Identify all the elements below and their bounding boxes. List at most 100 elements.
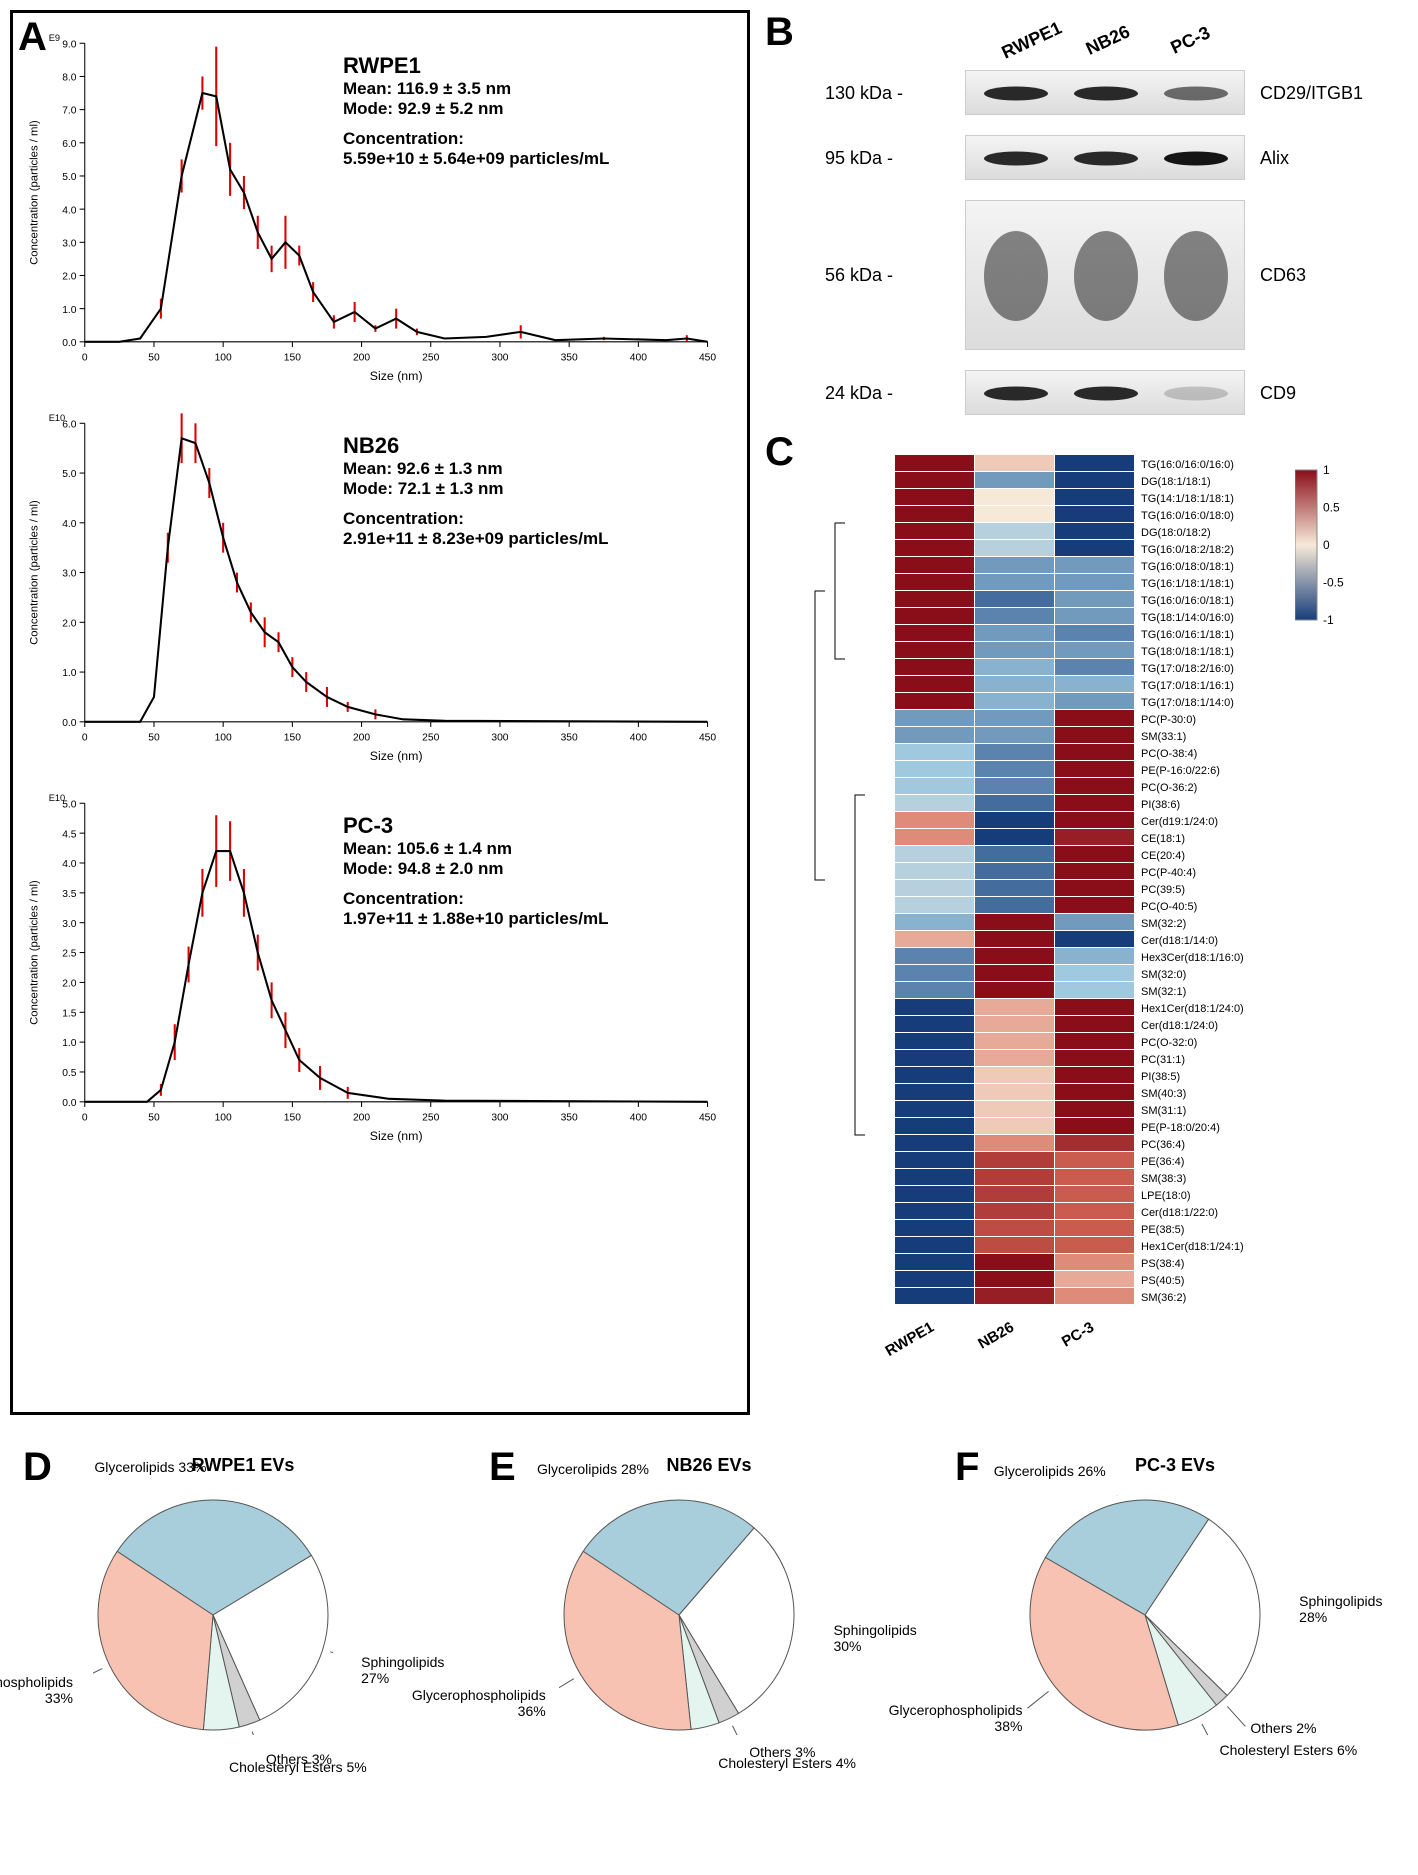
svg-text:TG(16:0/18:0/18:1): TG(16:0/18:0/18:1) (1141, 561, 1234, 573)
pie-row: D RWPE1 EVs Glycerolipids 33%Sphingolipi… (10, 1445, 1408, 1845)
wb-mw-label: 130 kDa - (825, 83, 903, 104)
svg-text:PE(P-16:0/22:6): PE(P-16:0/22:6) (1141, 765, 1220, 777)
svg-text:150: 150 (284, 732, 301, 743)
svg-text:NB26: NB26 (975, 1319, 1017, 1353)
svg-text:PC(O-40:5): PC(O-40:5) (1141, 901, 1197, 913)
chart-conc-value: 5.59e+10 ± 5.64e+09 particles/mL (343, 149, 609, 169)
pie-slice-label: Cholesteryl Esters 6% (1219, 1742, 1357, 1758)
svg-text:3.0: 3.0 (62, 569, 77, 580)
svg-text:200: 200 (353, 352, 370, 363)
chart-conc-value: 1.97e+11 ± 1.88e+10 particles/mL (343, 909, 608, 929)
panel-a: A E9 0.01.02.03.04.05.06.07.08.09.005010… (10, 10, 750, 1415)
svg-text:PC(39:5): PC(39:5) (1141, 884, 1185, 896)
svg-text:350: 350 (561, 732, 578, 743)
wb-mw-label: 24 kDa - (825, 383, 893, 404)
svg-text:0: 0 (82, 732, 88, 743)
panel-c-label: C (765, 430, 794, 475)
svg-text:SM(31:1): SM(31:1) (1141, 1105, 1186, 1117)
svg-text:TG(16:0/18:2/18:2): TG(16:0/18:2/18:2) (1141, 544, 1234, 556)
panel-b: B RWPE1NB26PC-3130 kDa -CD29/ITGB195 kDa… (765, 10, 1405, 420)
wb-band-image (965, 370, 1245, 415)
svg-text:1.5: 1.5 (62, 1008, 77, 1019)
svg-text:0: 0 (82, 1112, 88, 1123)
svg-text:PC-3: PC-3 (1059, 1319, 1097, 1351)
svg-text:1.0: 1.0 (62, 305, 77, 316)
wb-lane-PC-3: PC-3 (1167, 22, 1213, 58)
wb-marker-label: Alix (1260, 148, 1289, 169)
svg-text:PI(38:6): PI(38:6) (1141, 799, 1180, 811)
svg-text:TG(18:1/14:0/16:0): TG(18:1/14:0/16:0) (1141, 612, 1234, 624)
svg-text:PC(O-38:4): PC(O-38:4) (1141, 748, 1197, 760)
svg-text:450: 450 (699, 352, 716, 363)
svg-text:Hex1Cer(d18:1/24:1): Hex1Cer(d18:1/24:1) (1141, 1241, 1244, 1253)
svg-text:350: 350 (561, 1112, 578, 1123)
pie-slice-label: Sphingolipids 30% (833, 1622, 939, 1654)
svg-text:DG(18:0/18:2): DG(18:0/18:2) (1141, 527, 1211, 539)
svg-text:TG(14:1/18:1/18:1): TG(14:1/18:1/18:1) (1141, 493, 1234, 505)
pie-title: RWPE1 EVs (13, 1455, 473, 1476)
svg-text:200: 200 (353, 732, 370, 743)
svg-text:5.0: 5.0 (62, 469, 77, 480)
svg-text:TG(16:0/16:1/18:1): TG(16:0/16:1/18:1) (1141, 629, 1234, 641)
chart-conc-label: Concentration: (343, 889, 608, 909)
svg-text:300: 300 (491, 352, 508, 363)
svg-text:0: 0 (82, 352, 88, 363)
svg-text:100: 100 (215, 352, 232, 363)
wb-marker-label: CD9 (1260, 383, 1296, 404)
svg-text:7.0: 7.0 (62, 106, 77, 117)
chart-conc-value: 2.91e+11 ± 8.23e+09 particles/mL (343, 529, 608, 549)
svg-text:400: 400 (630, 352, 647, 363)
pie-slice-label: Glycerolipids 33% (94, 1459, 206, 1475)
svg-text:400: 400 (630, 1112, 647, 1123)
svg-text:Hex1Cer(d18:1/24:0): Hex1Cer(d18:1/24:0) (1141, 1003, 1244, 1015)
svg-text:RWPE1: RWPE1 (883, 1319, 937, 1360)
svg-text:0.5: 0.5 (62, 1068, 77, 1079)
svg-text:0.0: 0.0 (62, 1098, 77, 1109)
svg-text:PC(P-40:4): PC(P-40:4) (1141, 867, 1196, 879)
svg-text:4.0: 4.0 (62, 205, 77, 216)
svg-text:SM(33:1): SM(33:1) (1141, 731, 1186, 743)
pie-panel-D: D RWPE1 EVs Glycerolipids 33%Sphingolipi… (13, 1445, 473, 1845)
pie-slice-label: Sphingolipids 28% (1299, 1593, 1405, 1625)
pie-slice-label: Glycerolipids 28% (537, 1461, 649, 1477)
pie-slice-label: Glycerophospholipids 36% (412, 1687, 546, 1719)
svg-text:4.0: 4.0 (62, 519, 77, 530)
svg-text:TG(16:0/16:0/16:0): TG(16:0/16:0/16:0) (1141, 459, 1234, 471)
heatmap-host: TG(16:0/16:0/16:0) DG(18:1/18:1) TG(14:1/1… (805, 455, 1405, 1415)
svg-text:Concentration (particles / ml): Concentration (particles / ml) (28, 500, 40, 645)
svg-text:4.0: 4.0 (62, 859, 77, 870)
svg-text:0.0: 0.0 (62, 338, 77, 349)
panel-c: C TG(16:0/16:0/16:0)DG(18:1/18:1)TG(14:1… (765, 435, 1405, 1415)
svg-text:0: 0 (1323, 538, 1330, 552)
chart-title: RWPE1 (343, 53, 609, 79)
svg-text:PE(38:5): PE(38:5) (1141, 1224, 1184, 1236)
wb-band-image (965, 200, 1245, 350)
svg-text:300: 300 (491, 1112, 508, 1123)
svg-text:DG(18:1/18:1): DG(18:1/18:1) (1141, 476, 1211, 488)
svg-text:3.0: 3.0 (62, 238, 77, 249)
svg-text:CE(18:1): CE(18:1) (1141, 833, 1185, 845)
svg-text:TG(17:0/18:2/16:0): TG(17:0/18:2/16:0) (1141, 663, 1234, 675)
chart-mean: Mean: 105.6 ± 1.4 nm (343, 839, 608, 859)
svg-text:PS(38:4): PS(38:4) (1141, 1258, 1184, 1270)
chart-conc-label: Concentration: (343, 129, 609, 149)
western-blot-host: RWPE1NB26PC-3130 kDa -CD29/ITGB195 kDa -… (825, 10, 1405, 420)
svg-text:PC(O-36:2): PC(O-36:2) (1141, 782, 1197, 794)
svg-text:250: 250 (422, 1112, 439, 1123)
svg-text:150: 150 (284, 1112, 301, 1123)
svg-text:2.0: 2.0 (62, 272, 77, 283)
svg-text:2.0: 2.0 (62, 618, 77, 629)
svg-text:Size (nm): Size (nm) (370, 1129, 423, 1143)
svg-text:SM(32:2): SM(32:2) (1141, 918, 1186, 930)
chart-mode: Mode: 92.9 ± 5.2 nm (343, 99, 609, 119)
svg-text:100: 100 (215, 732, 232, 743)
chart-mean: Mean: 92.6 ± 1.3 nm (343, 459, 608, 479)
svg-text:50: 50 (148, 352, 160, 363)
svg-text:2.0: 2.0 (62, 979, 77, 990)
pie-slice-label: Cholesteryl Esters 4% (718, 1755, 856, 1771)
wb-mw-label: 56 kDa - (825, 265, 893, 286)
svg-text:LPE(18:0): LPE(18:0) (1141, 1190, 1191, 1202)
svg-text:4.5: 4.5 (62, 829, 77, 840)
svg-text:CE(20:4): CE(20:4) (1141, 850, 1185, 862)
svg-text:TG(17:0/18:1/14:0): TG(17:0/18:1/14:0) (1141, 697, 1234, 709)
